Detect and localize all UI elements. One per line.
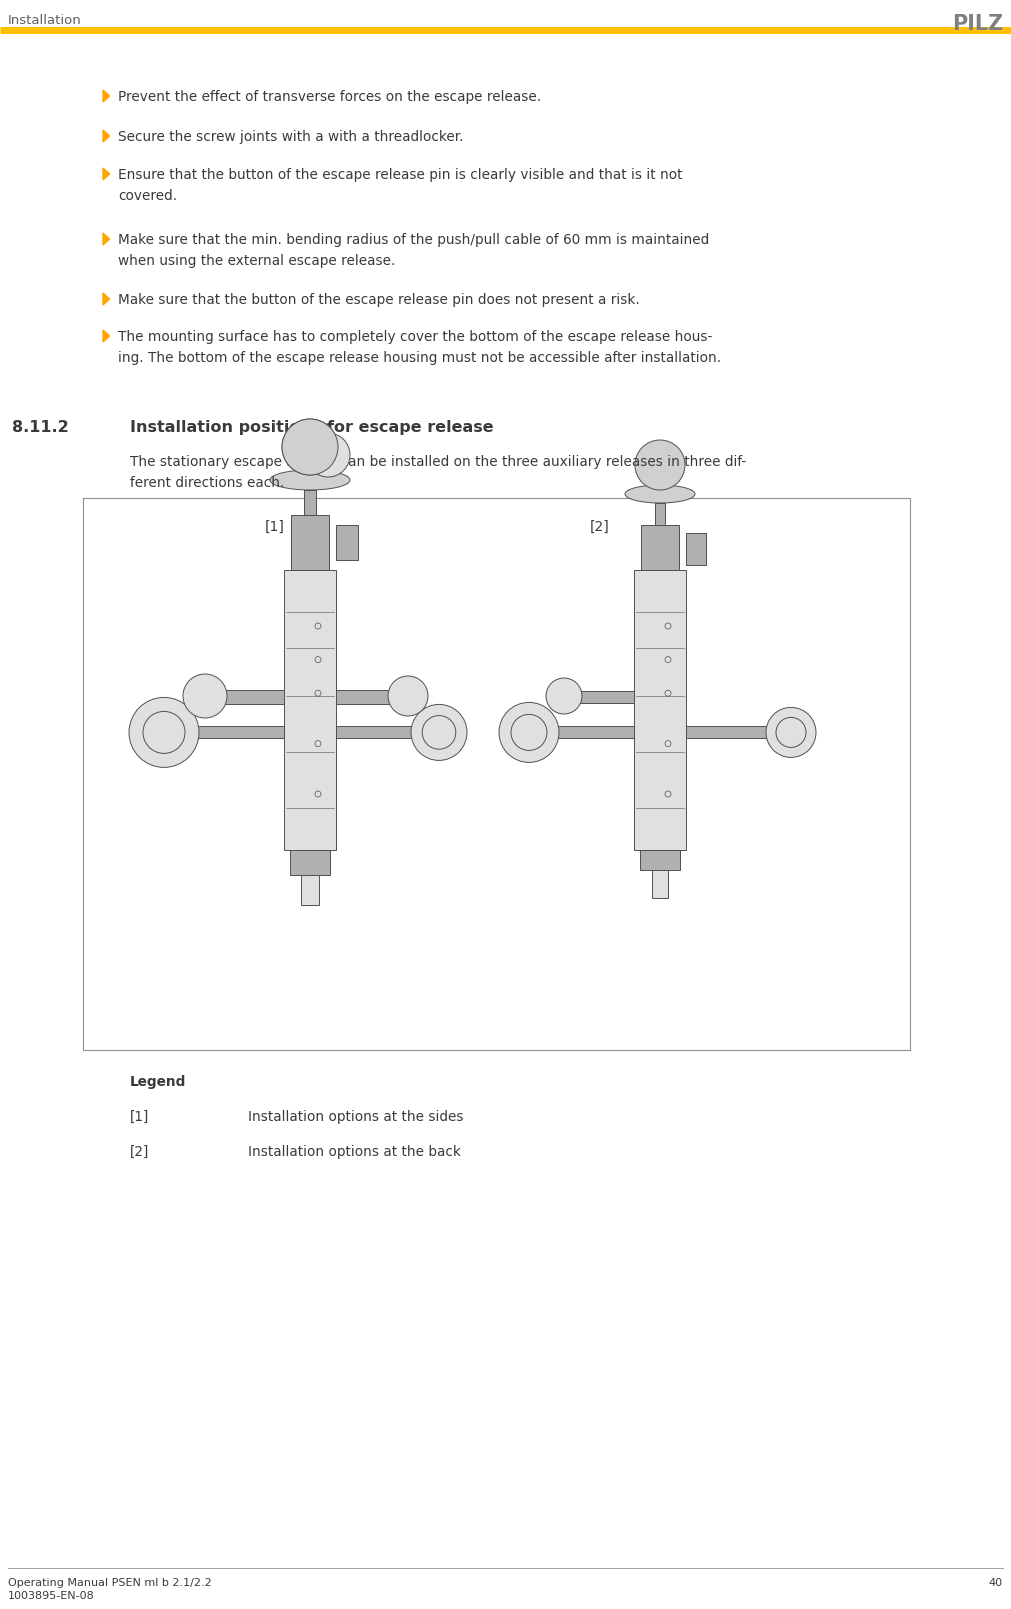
Text: [2]: [2] [590,520,610,534]
Bar [579,690,634,703]
Ellipse shape [270,470,350,491]
Text: [1]: [1] [130,1110,150,1125]
Text: PILZ: PILZ [951,14,1003,34]
Bar [652,870,668,898]
Circle shape [766,708,816,758]
Bar [224,690,284,705]
Bar [634,570,686,850]
Text: Prevent the effect of transverse forces on the escape release.: Prevent the effect of transverse forces … [118,90,541,105]
Bar [336,525,358,560]
Text: Make sure that the min. bending radius of the push/pull cable of 60 mm is mainta: Make sure that the min. bending radius o… [118,233,710,267]
Bar [291,515,329,570]
Bar [554,726,634,739]
Text: Installation options at the back: Installation options at the back [248,1146,461,1158]
Circle shape [635,439,685,491]
Text: Installation: Installation [8,14,82,27]
Text: Secure the screw joints with a with a threadlocker.: Secure the screw joints with a with a th… [118,130,463,143]
Ellipse shape [625,484,695,504]
Bar [641,525,679,570]
Text: The mounting surface has to completely cover the bottom of the escape release ho: The mounting surface has to completely c… [118,330,721,365]
Bar [304,491,316,515]
Bar [686,726,771,739]
Circle shape [183,674,227,718]
Circle shape [282,418,338,475]
Bar [290,850,330,875]
Bar [640,850,680,870]
Text: 40: 40 [989,1578,1003,1588]
Circle shape [411,705,467,761]
Polygon shape [103,293,109,306]
Text: Legend: Legend [130,1075,186,1089]
Polygon shape [103,130,109,142]
Bar [83,499,910,1051]
Bar [194,726,284,739]
Circle shape [499,703,559,763]
Bar [336,726,416,739]
Polygon shape [103,90,109,101]
Polygon shape [103,233,109,245]
Polygon shape [103,330,109,343]
Circle shape [546,677,582,714]
Text: The stationary escape release can be installed on the three auxiliary releases i: The stationary escape release can be ins… [130,455,746,489]
Circle shape [129,697,199,767]
Text: Installation options at the sides: Installation options at the sides [248,1110,463,1125]
Text: Make sure that the button of the escape release pin does not present a risk.: Make sure that the button of the escape … [118,293,640,307]
Circle shape [306,433,350,476]
Text: Ensure that the button of the escape release pin is clearly visible and that is : Ensure that the button of the escape rel… [118,167,682,203]
Text: 1003895-EN-08: 1003895-EN-08 [8,1591,95,1601]
Text: [1]: [1] [265,520,285,534]
Bar [336,690,391,705]
Circle shape [282,418,338,475]
Text: [2]: [2] [130,1146,150,1158]
Text: 8.11.2: 8.11.2 [12,420,69,434]
Text: Operating Manual PSEN ml b 2.1/2.2: Operating Manual PSEN ml b 2.1/2.2 [8,1578,211,1588]
Bar [655,504,665,525]
Text: Installation positions for escape release: Installation positions for escape releas… [130,420,493,434]
Circle shape [388,676,428,716]
Bar [686,533,706,565]
Bar [284,570,336,850]
Polygon shape [103,167,109,180]
Bar [301,875,319,904]
